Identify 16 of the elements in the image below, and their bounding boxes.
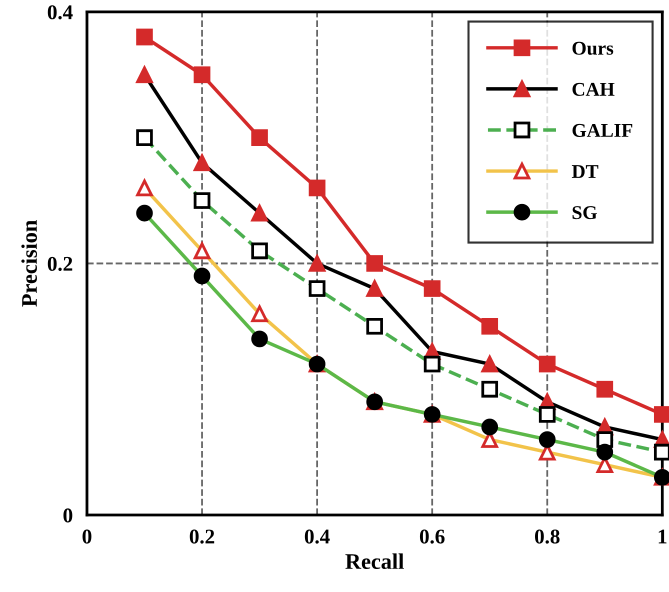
- legend-label: Ours: [572, 42, 614, 55]
- y-tick-label: 0: [63, 508, 72, 522]
- x-tick-label: 0.2: [190, 530, 214, 544]
- x-tick-label: 0.8: [535, 530, 560, 544]
- y-tick-label: 0.4: [48, 5, 73, 20]
- x-tick-label: 0.6: [420, 530, 445, 544]
- legend-label: CAH: [572, 82, 614, 96]
- x-tick-label: 0.4: [304, 530, 330, 544]
- x-tick-label: 0: [82, 530, 92, 544]
- x-tick-label: 1: [658, 530, 666, 544]
- legend-label: DT: [572, 165, 598, 178]
- legend-label: GALIF: [572, 124, 632, 137]
- y-tick-label: 0.2: [48, 256, 72, 271]
- legend-label: SG: [572, 206, 597, 220]
- x-axis-title: Recall: [345, 553, 404, 570]
- y-axis-title: Precision: [21, 220, 37, 307]
